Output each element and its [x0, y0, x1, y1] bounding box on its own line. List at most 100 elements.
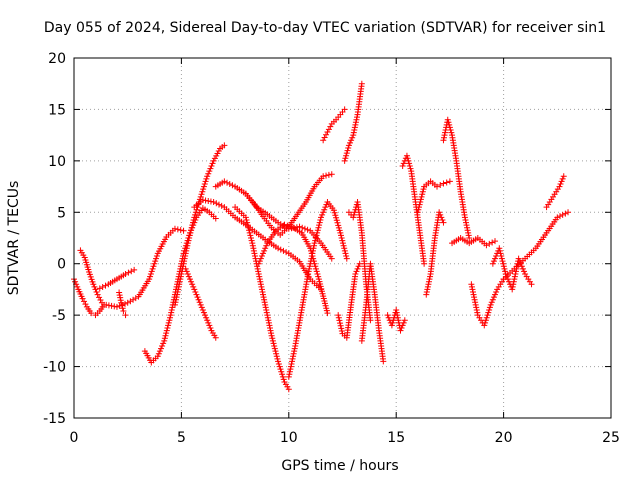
data-point — [341, 245, 348, 252]
data-point — [393, 309, 400, 316]
data-point — [175, 286, 182, 293]
data-point — [308, 255, 315, 262]
data-point — [264, 312, 271, 319]
data-point — [263, 242, 270, 249]
data-point — [117, 297, 124, 304]
data-point — [490, 294, 497, 301]
data-point — [184, 242, 191, 249]
data-point — [212, 215, 219, 222]
y-tick-label: 10 — [48, 154, 66, 170]
data-point — [200, 309, 207, 316]
data-point — [205, 319, 212, 326]
data-point — [469, 286, 476, 293]
data-point — [199, 307, 206, 313]
data-point — [226, 181, 233, 187]
data-point — [353, 114, 360, 121]
x-tick-label: 15 — [387, 430, 405, 446]
data-point — [339, 240, 346, 247]
data-point — [157, 345, 164, 352]
data-point — [278, 368, 285, 375]
data-point — [202, 312, 209, 319]
data-point — [388, 322, 395, 329]
data-point — [499, 258, 506, 265]
data-point — [424, 286, 431, 293]
data-point — [94, 291, 101, 298]
data-point — [510, 278, 517, 285]
data-point — [120, 308, 127, 315]
data-point — [202, 178, 209, 185]
data-point — [515, 255, 522, 262]
data-point — [486, 307, 493, 313]
data-point — [399, 322, 406, 329]
data-point — [328, 255, 335, 262]
data-point — [257, 281, 264, 288]
data-point — [180, 260, 187, 267]
data-point — [180, 263, 187, 270]
data-point — [279, 373, 286, 380]
data-point — [168, 307, 175, 313]
data-point — [265, 317, 272, 324]
data-point — [290, 350, 297, 357]
data-point — [471, 294, 478, 301]
data-point — [426, 276, 433, 283]
data-point — [246, 229, 253, 236]
data-point — [334, 219, 341, 226]
data-point — [312, 263, 319, 270]
data-point — [400, 319, 407, 326]
data-point — [482, 317, 489, 324]
data-point — [337, 232, 344, 239]
data-point — [248, 237, 255, 244]
data-point — [183, 245, 190, 252]
data-point — [559, 175, 566, 182]
data-point — [352, 271, 359, 277]
data-point — [521, 268, 528, 275]
data-point — [192, 209, 199, 216]
data-point — [269, 335, 276, 342]
data-point — [322, 204, 329, 211]
data-point — [309, 247, 316, 254]
data-point — [284, 222, 291, 229]
data-point — [196, 299, 203, 306]
data-point — [472, 299, 479, 306]
data-point — [168, 309, 175, 316]
data-point — [493, 289, 500, 295]
data-point — [190, 283, 197, 290]
data-point — [113, 303, 120, 310]
data-point — [210, 199, 217, 205]
data-point — [470, 291, 477, 298]
data-point — [417, 199, 424, 205]
data-point — [187, 229, 194, 236]
data-point — [420, 186, 427, 193]
data-point — [437, 211, 444, 218]
data-point — [335, 224, 342, 231]
data-point — [190, 217, 197, 223]
data-point — [328, 171, 335, 178]
x-axis-label: GPS time / hours — [281, 458, 398, 474]
data-point — [560, 173, 567, 180]
data-point — [304, 226, 311, 233]
data-point — [119, 305, 126, 312]
data-point — [260, 291, 267, 298]
data-point — [307, 260, 314, 267]
data-point — [256, 276, 263, 283]
data-point — [192, 289, 199, 295]
data-point — [167, 314, 174, 321]
data-point — [465, 232, 472, 239]
data-marks — [71, 80, 572, 393]
data-point — [117, 294, 124, 301]
data-point — [93, 289, 100, 295]
data-point — [299, 224, 306, 231]
data-point — [161, 335, 168, 342]
data-point — [150, 263, 157, 270]
data-point — [251, 253, 258, 259]
data-point — [173, 294, 180, 301]
data-point — [159, 343, 166, 349]
data-point — [489, 260, 496, 267]
data-point — [483, 314, 490, 321]
data-point — [200, 186, 207, 193]
data-point — [192, 211, 199, 218]
data-point — [288, 361, 295, 367]
data-point — [393, 307, 400, 313]
data-point — [437, 182, 444, 189]
data-point — [305, 268, 312, 275]
